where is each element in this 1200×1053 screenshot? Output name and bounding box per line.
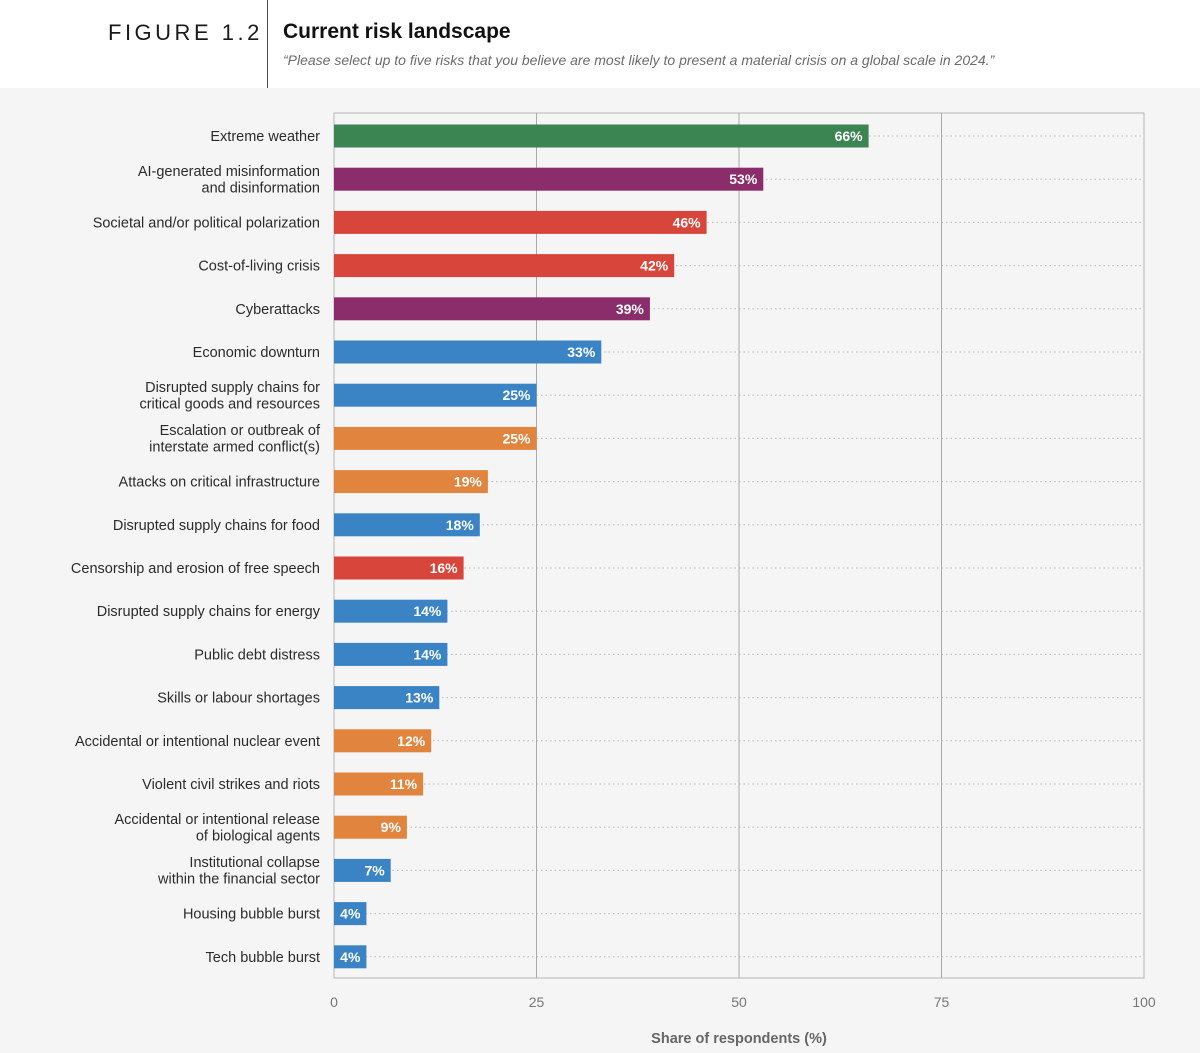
bar: [334, 426, 537, 450]
bar-value-label: 19%: [454, 474, 483, 490]
figure-title: Current risk landscape: [283, 20, 511, 43]
category-label-line: Extreme weather: [210, 129, 320, 145]
bar-value-label: 18%: [446, 517, 475, 533]
category-label-line: and disinformation: [202, 180, 321, 196]
category-label: Societal and/or political polarization: [93, 215, 320, 231]
bar-value-label: 14%: [413, 646, 442, 662]
category-label-line: Cost-of-living crisis: [198, 259, 320, 275]
category-label: Accidental or intentional release of biol…: [114, 812, 320, 845]
category-label: Institutional collapse within the financi…: [157, 855, 320, 888]
category-label-line: Accidental or intentional nuclear event: [75, 734, 320, 750]
bar-value-label: 16%: [430, 560, 459, 576]
bar-value-label: 53%: [729, 171, 758, 187]
category-label-line: Escalation or outbreak of: [160, 423, 321, 439]
category-label-line: Institutional collapse: [189, 855, 320, 871]
bar-value-label: 66%: [835, 128, 864, 144]
category-label-line: AI-generated misinformation: [138, 164, 320, 180]
chart-panel: [0, 88, 1200, 1053]
category-label-line: Skills or labour shortages: [157, 691, 320, 707]
figure-label: FIGURE 1.2: [108, 20, 263, 45]
category-label: Cost-of-living crisis: [198, 259, 320, 275]
x-axis-title: Share of respondents (%): [651, 1031, 827, 1047]
bar-value-label: 13%: [405, 690, 434, 706]
category-label-line: Tech bubble burst: [206, 950, 320, 966]
category-label-line: interstate armed conflict(s): [149, 440, 320, 456]
bar: [334, 254, 675, 278]
category-label-line: Economic downturn: [193, 345, 320, 361]
bar: [334, 513, 480, 537]
bar: [334, 599, 448, 623]
category-label: Economic downturn: [193, 345, 320, 361]
bar: [334, 945, 367, 969]
bar: [334, 124, 869, 148]
category-label-line: Violent civil strikes and riots: [142, 777, 320, 793]
bar-value-label: 12%: [397, 733, 426, 749]
category-label: Violent civil strikes and riots: [142, 777, 320, 793]
bar: [334, 772, 424, 796]
category-label: Extreme weather: [210, 129, 320, 145]
bar: [334, 556, 464, 580]
x-tick-label: 0: [330, 994, 338, 1010]
bar: [334, 686, 440, 710]
bar-value-label: 46%: [673, 214, 702, 230]
category-label-line: within the financial sector: [157, 872, 320, 888]
figure-header: FIGURE 1.2 Current risk landscape “Pleas…: [0, 0, 1200, 88]
x-tick-label: 75: [934, 994, 950, 1010]
bar-value-label: 25%: [502, 387, 531, 403]
category-label: Disrupted supply chains for energy: [97, 604, 321, 620]
category-label: Cyberattacks: [235, 302, 320, 318]
category-label-line: Societal and/or political polarization: [93, 215, 320, 231]
bar-value-label: 9%: [381, 819, 402, 835]
bar: [334, 210, 707, 234]
bar: [334, 729, 432, 753]
header-divider: [267, 0, 268, 88]
bar: [334, 297, 650, 321]
bar: [334, 815, 407, 839]
category-label: Disrupted supply chains for critical good…: [139, 380, 320, 413]
x-tick-label: 25: [529, 994, 545, 1010]
category-label-line: Censorship and erosion of free speech: [71, 561, 320, 577]
category-label: Skills or labour shortages: [157, 691, 320, 707]
category-label: Attacks on critical infrastructure: [119, 475, 320, 491]
category-label: Censorship and erosion of free speech: [71, 561, 320, 577]
x-tick-label: 50: [731, 994, 747, 1010]
bar: [334, 642, 448, 666]
bar-value-label: 4%: [340, 949, 361, 965]
bar-value-label: 7%: [364, 862, 385, 878]
x-tick-label: 100: [1132, 994, 1156, 1010]
category-label: Tech bubble burst: [206, 950, 320, 966]
bar: [334, 858, 391, 882]
bar-value-label: 4%: [340, 906, 361, 922]
category-label: Disrupted supply chains for food: [113, 518, 320, 534]
category-label-line: Disrupted supply chains for food: [113, 518, 320, 534]
category-label: Housing bubble burst: [183, 907, 320, 923]
category-label: AI-generated misinformation and disinform…: [138, 164, 320, 197]
category-label: Accidental or intentional nuclear event: [75, 734, 320, 750]
bar-value-label: 33%: [567, 344, 596, 360]
bar: [334, 383, 537, 407]
category-label-line: critical goods and resources: [139, 396, 320, 412]
category-label: Public debt distress: [194, 647, 320, 663]
bar-value-label: 14%: [413, 603, 442, 619]
bar: [334, 902, 367, 926]
figure-subtitle: “Please select up to five risks that you…: [283, 52, 995, 68]
bar-value-label: 25%: [502, 430, 531, 446]
category-label-line: Disrupted supply chains for energy: [97, 604, 321, 620]
bar: [334, 340, 602, 364]
category-label-line: Housing bubble burst: [183, 907, 320, 923]
bar-value-label: 11%: [390, 776, 418, 792]
category-label-line: Accidental or intentional release: [114, 812, 320, 828]
bar: [334, 470, 488, 494]
bar-value-label: 42%: [640, 258, 669, 274]
bar-value-label: 39%: [616, 301, 645, 317]
category-label-line: Cyberattacks: [235, 302, 320, 318]
category-label: Escalation or outbreak of interstate arme…: [149, 423, 321, 456]
category-label-line: Attacks on critical infrastructure: [119, 475, 320, 491]
category-label-line: Public debt distress: [194, 647, 320, 663]
category-label-line: of biological agents: [196, 828, 320, 844]
category-label-line: Disrupted supply chains for: [145, 380, 320, 396]
bar: [334, 167, 764, 191]
